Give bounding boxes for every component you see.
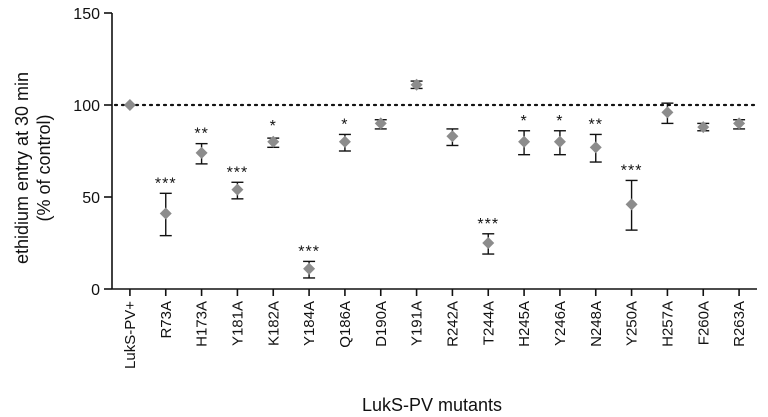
significance-label: * bbox=[270, 118, 277, 135]
data-point bbox=[267, 135, 280, 148]
y-tick-label: 100 bbox=[73, 98, 100, 115]
significance-label: ** bbox=[194, 126, 208, 143]
y-axis-title: ethidium entry at 30 min (% of control) bbox=[12, 72, 54, 264]
y-axis: 0 50 100 150 bbox=[73, 6, 113, 299]
significance-label: *** bbox=[477, 216, 499, 233]
x-axis-title: LukS-PV mutants bbox=[362, 395, 502, 415]
x-tick-label: Y191A bbox=[409, 301, 426, 346]
x-tick-label: Q186A bbox=[337, 301, 354, 348]
x-tick-label: Y250A bbox=[624, 301, 641, 346]
x-tick-label: T244A bbox=[480, 301, 497, 345]
data-point bbox=[482, 237, 495, 249]
data-point bbox=[231, 183, 244, 196]
significance-label: * bbox=[556, 113, 563, 130]
data-marks: ***************** * ***** bbox=[123, 78, 746, 279]
y-axis-title-line2: (% of control) bbox=[34, 114, 54, 221]
y-tick-label: 50 bbox=[82, 190, 100, 207]
significance-label: *** bbox=[155, 175, 177, 192]
data-point bbox=[195, 146, 208, 159]
data-point bbox=[159, 207, 172, 220]
x-axis: LukS-PV+ R73A H173A Y181A K182A Y184A Q186A D19… bbox=[112, 288, 757, 369]
x-tick-label: Y184A bbox=[301, 301, 318, 346]
data-point bbox=[625, 198, 638, 211]
data-point bbox=[446, 130, 459, 143]
x-tick-label: Y181A bbox=[229, 301, 246, 346]
x-tick-label: R73A bbox=[158, 301, 175, 339]
significance-label: ** bbox=[589, 116, 603, 133]
data-point bbox=[410, 78, 423, 91]
y-tick-label: 150 bbox=[73, 6, 100, 23]
y-axis-title-line1: ethidium entry at 30 min bbox=[12, 72, 32, 264]
x-tick-label: H257A bbox=[659, 301, 676, 347]
data-point bbox=[123, 99, 136, 111]
x-tick-label: H245A bbox=[516, 301, 533, 347]
data-point bbox=[338, 135, 351, 148]
significance-label: *** bbox=[227, 164, 249, 181]
x-tick-label: D190A bbox=[373, 301, 390, 347]
significance-label: *** bbox=[298, 243, 320, 260]
data-point bbox=[697, 121, 710, 134]
x-tick-label: K182A bbox=[265, 301, 282, 346]
significance-label: *** bbox=[621, 162, 643, 179]
significance-label: * bbox=[341, 116, 348, 133]
x-tick-label: LukS-PV+ bbox=[122, 301, 139, 369]
data-point bbox=[661, 106, 674, 119]
x-tick-label: R242A bbox=[444, 301, 461, 347]
data-point bbox=[518, 135, 531, 148]
x-tick-label: H173A bbox=[194, 301, 211, 347]
y-tick-label: 0 bbox=[91, 282, 100, 299]
x-tick-label: F260A bbox=[695, 301, 712, 345]
x-tick-label: N248A bbox=[588, 301, 605, 347]
data-point bbox=[553, 135, 566, 148]
x-tick-label: R263A bbox=[731, 301, 748, 347]
data-point bbox=[589, 141, 602, 154]
significance-label: * bbox=[520, 113, 527, 130]
data-point bbox=[303, 262, 316, 275]
data-point bbox=[733, 117, 746, 130]
data-point bbox=[374, 117, 387, 130]
x-tick-label: Y246A bbox=[552, 301, 569, 346]
